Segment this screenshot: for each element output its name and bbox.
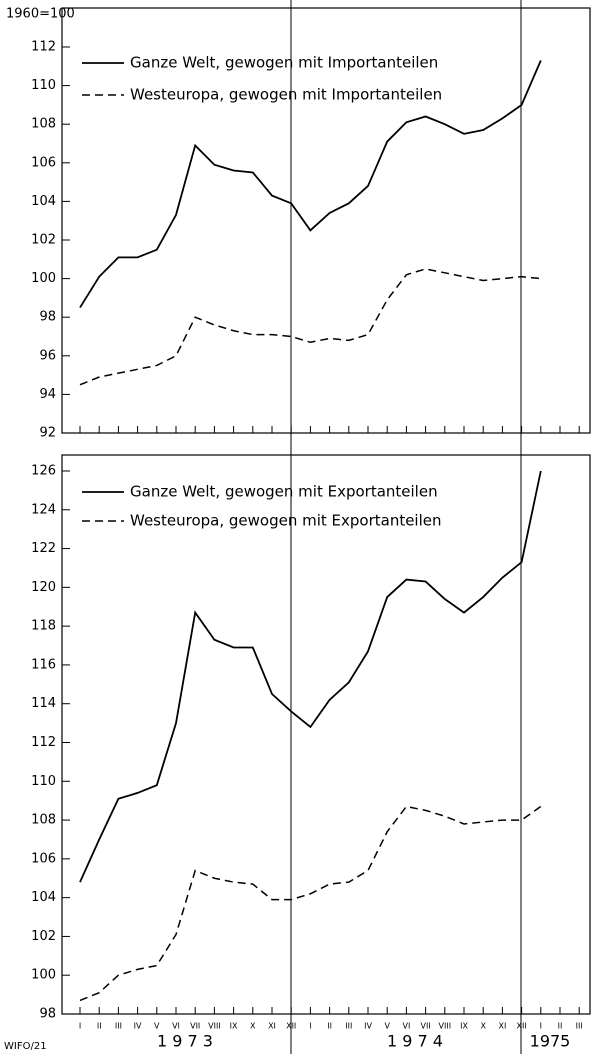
x-tick-label: II bbox=[327, 1022, 332, 1031]
x-tick-label: VII bbox=[190, 1022, 200, 1031]
y-tick-label: 92 bbox=[39, 426, 56, 441]
year-label: 1 9 7 3 bbox=[157, 1032, 213, 1051]
x-tick-label: XII bbox=[286, 1022, 296, 1031]
legend-label: Westeuropa, gewogen mit Exportanteilen bbox=[130, 512, 442, 530]
y-tick-label: 98 bbox=[39, 310, 56, 325]
y-tick-label: 112 bbox=[31, 40, 56, 55]
y-tick-label: 114 bbox=[31, 696, 56, 711]
x-tick-label: XI bbox=[268, 1022, 276, 1031]
x-tick-label: VI bbox=[402, 1022, 410, 1031]
y-tick-label: 100 bbox=[31, 968, 56, 983]
legend-label: Westeuropa, gewogen mit Importanteilen bbox=[130, 86, 442, 104]
y-tick-label: 104 bbox=[31, 890, 56, 905]
y-tick-label: 126 bbox=[31, 464, 56, 479]
x-tick-label: II bbox=[97, 1022, 102, 1031]
x-tick-label: X bbox=[480, 1022, 486, 1031]
x-tick-label: IX bbox=[230, 1022, 238, 1031]
legend-label: Ganze Welt, gewogen mit Exportanteilen bbox=[130, 483, 438, 501]
x-tick-label: I bbox=[309, 1022, 311, 1031]
x-tick-label: V bbox=[154, 1022, 160, 1031]
x-tick-label: V bbox=[384, 1022, 390, 1031]
series-line bbox=[79, 268, 541, 386]
x-tick-label: IX bbox=[460, 1022, 468, 1031]
y-tick-label: 102 bbox=[31, 233, 56, 248]
y-tick-label: 96 bbox=[39, 348, 56, 363]
x-tick-label: IV bbox=[364, 1022, 372, 1031]
bottom-frame bbox=[61, 454, 591, 1015]
y-tick-label: 110 bbox=[31, 78, 56, 93]
year-label: 1 9 7 4 bbox=[387, 1032, 443, 1051]
x-tick-label: I bbox=[79, 1022, 81, 1031]
y-tick-label: 118 bbox=[31, 619, 56, 634]
series-line bbox=[79, 60, 542, 309]
series-line bbox=[79, 805, 542, 1002]
y-tick-label: 122 bbox=[31, 541, 56, 556]
y-tick-label: 108 bbox=[31, 813, 56, 828]
y-tick-label: 102 bbox=[31, 929, 56, 944]
y-tick-label: 94 bbox=[39, 387, 56, 402]
source: WIFO/21 bbox=[4, 1041, 47, 1052]
top-frame bbox=[61, 7, 591, 434]
x-tick-label: I bbox=[540, 1022, 542, 1031]
x-tick-label: VI bbox=[172, 1022, 180, 1031]
x-tick-label: XII bbox=[516, 1022, 526, 1031]
legend-label: Ganze Welt, gewogen mit Importanteilen bbox=[130, 54, 438, 72]
x-tick-label: IV bbox=[134, 1022, 142, 1031]
x-tick-label: XI bbox=[498, 1022, 506, 1031]
y-tick-label: 104 bbox=[31, 194, 56, 209]
y-tick-label: 124 bbox=[31, 502, 56, 517]
y-tick-label: 112 bbox=[31, 735, 56, 750]
y-unit-label: 1960=100 bbox=[6, 7, 75, 22]
y-tick-label: 100 bbox=[31, 271, 56, 286]
x-tick-label: X bbox=[250, 1022, 256, 1031]
y-tick-label: 98 bbox=[39, 1007, 56, 1022]
y-tick-label: 106 bbox=[31, 851, 56, 866]
y-tick-label: 106 bbox=[31, 155, 56, 170]
x-tick-label: VIII bbox=[208, 1022, 221, 1031]
x-tick-label: VIII bbox=[439, 1022, 452, 1031]
y-tick-label: 120 bbox=[31, 580, 56, 595]
x-tick-label: III bbox=[345, 1022, 352, 1031]
y-tick-label: 116 bbox=[31, 657, 56, 672]
y-tick-label: 108 bbox=[31, 117, 56, 132]
x-tick-label: II bbox=[558, 1022, 563, 1031]
x-tick-label: III bbox=[115, 1022, 122, 1031]
year-label: 1975 bbox=[530, 1032, 571, 1051]
series-line bbox=[79, 470, 542, 883]
x-tick-label: III bbox=[576, 1022, 583, 1031]
x-tick-label: VII bbox=[420, 1022, 430, 1031]
y-tick-label: 110 bbox=[31, 774, 56, 789]
